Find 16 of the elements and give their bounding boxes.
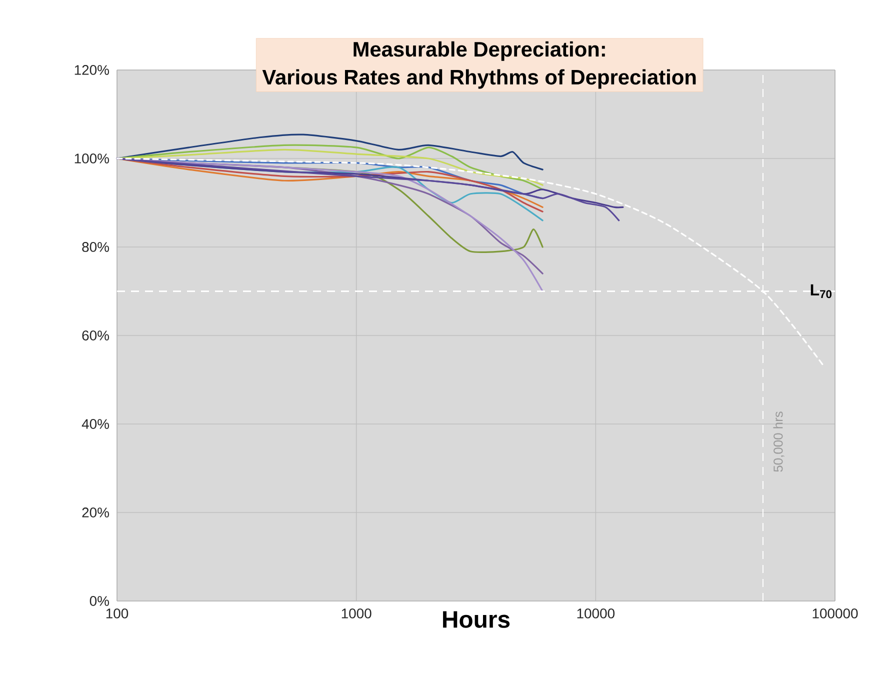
y-tick-label: 40%	[82, 419, 109, 429]
ref-line-label: 50,000 hrs	[773, 412, 784, 472]
y-tick-label: 60%	[82, 330, 109, 340]
chart-title: Measurable Depreciation:	[354, 41, 605, 61]
x-tick-label: 100000	[812, 608, 858, 618]
y-tick-label: 20%	[82, 508, 109, 518]
x-tick-label: 100	[106, 608, 128, 618]
y-tick-label: 0%	[90, 596, 109, 606]
y-tick-label: 120%	[74, 65, 109, 75]
x-tick-label: 10000	[577, 608, 615, 618]
x-axis-title: Hours	[443, 611, 510, 628]
x-tick-label: 1000	[342, 608, 372, 618]
ref-line-label: L$_{70}$	[810, 284, 832, 298]
y-tick-label: 80%	[82, 242, 109, 252]
chart-subtitle: Various Rates and Rhythms of Depreciation	[262, 69, 696, 89]
y-tick-label: 100%	[74, 154, 109, 164]
